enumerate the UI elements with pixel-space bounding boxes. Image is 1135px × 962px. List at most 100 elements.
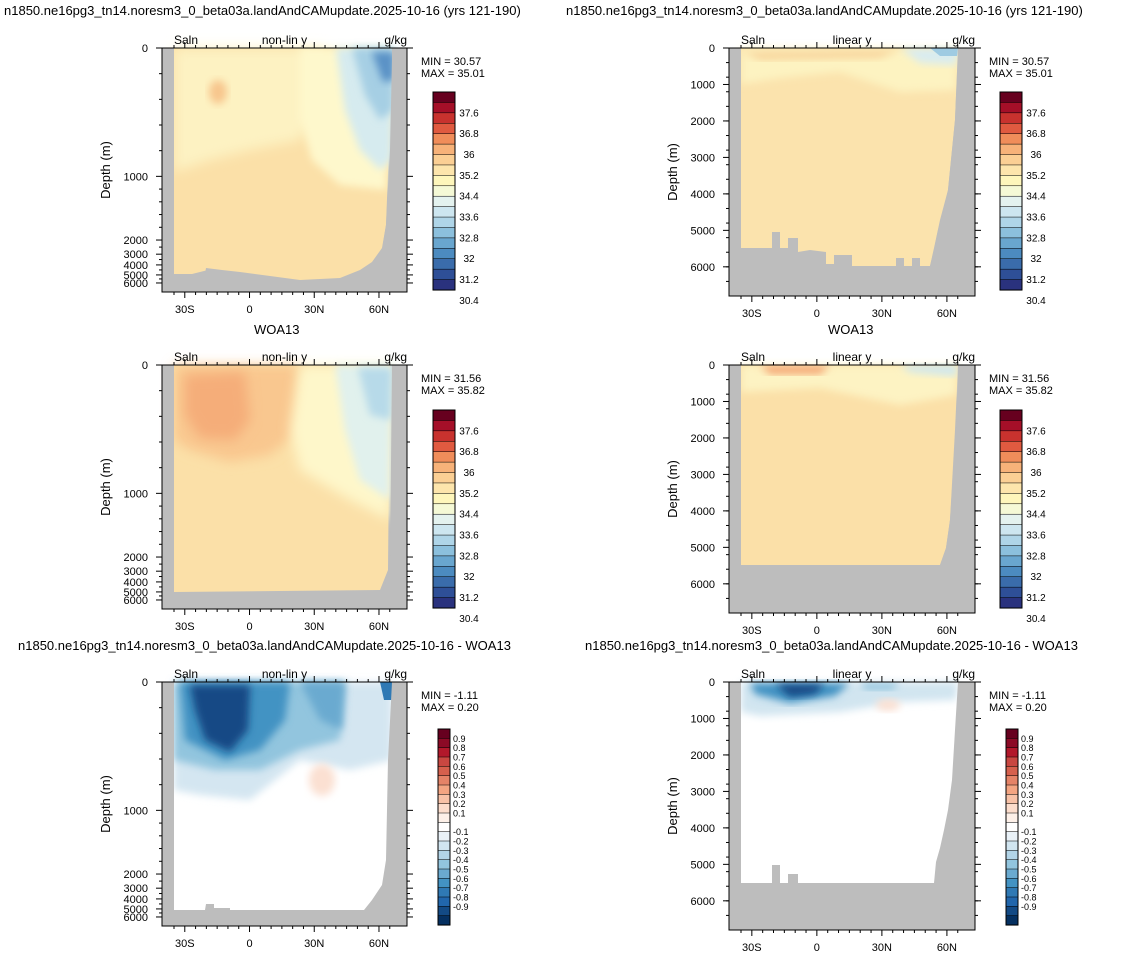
panel3-colorbar-swatch xyxy=(432,524,456,536)
panel1-ytick-label: 3000 xyxy=(124,249,148,261)
panel2-ytick-label: 4000 xyxy=(691,189,715,201)
panel5-xtick-label: 30S xyxy=(175,938,195,950)
panel2-colorbar-label: 32 xyxy=(1030,254,1042,265)
panel4-colorbar-swatch xyxy=(999,503,1023,515)
panel4-ytick-label: 2000 xyxy=(691,433,715,445)
panel1-colorbar-swatch xyxy=(432,133,456,145)
panel3-xtick-label: 30S xyxy=(175,621,195,633)
panel5-colorbar-swatch xyxy=(437,859,451,870)
panel5-colorbar-swatch xyxy=(437,775,451,786)
panel5-ytick-label: 2000 xyxy=(124,869,148,881)
panel5-colorbar-swatch xyxy=(437,784,451,795)
panel5-colorbar-label: 0.6 xyxy=(453,762,466,772)
panel2-ytick-label: 6000 xyxy=(691,262,715,274)
panel3-colorbar-label: 31.2 xyxy=(459,593,479,604)
panel4-xtick-label: 60N xyxy=(937,625,957,637)
panel3-colorbar-label: 32.8 xyxy=(459,551,479,562)
panel2-ytick-label: 2000 xyxy=(691,116,715,128)
panel6-ytick-label: 4000 xyxy=(691,823,715,835)
panel4-colorbar-swatch xyxy=(999,524,1023,536)
panel4-colorbar-swatch xyxy=(999,482,1023,494)
panel6-colorbar-swatch xyxy=(1005,887,1019,898)
panel5-colorbar-swatch xyxy=(437,812,451,823)
panel6-colorbar-swatch xyxy=(1005,868,1019,879)
panel3-colorbar-swatch xyxy=(432,576,456,588)
panel2-colorbar-swatch xyxy=(999,268,1023,281)
panel1-colorbar-label: 32 xyxy=(463,254,475,265)
panel1-colorbar-swatch xyxy=(432,164,456,176)
panel3-colorbar-swatch xyxy=(432,441,456,453)
panel6-colorbar-label: 0.9 xyxy=(1021,734,1034,744)
panel3-ytick-label: 3000 xyxy=(124,566,148,578)
panel2-colorbar-swatch xyxy=(999,175,1023,187)
row1-title-left: n1850.ne16pg3_tn14.noresm3_0_beta03a.lan… xyxy=(4,3,521,18)
panel3-colorbar-swatch xyxy=(432,503,456,515)
panel6-colorbar-swatch xyxy=(1005,831,1019,842)
panel4-colorbar-swatch xyxy=(999,586,1023,599)
row1-title-right: n1850.ne16pg3_tn14.noresm3_0_beta03a.lan… xyxy=(566,3,1083,18)
panel2-ytick-label: 1000 xyxy=(691,79,715,91)
panel4-colorbar-label: 35.2 xyxy=(1026,489,1046,500)
panel2-colorbar-label: 34.4 xyxy=(1026,192,1046,203)
panel6-colorbar-swatch xyxy=(1005,896,1019,907)
panel3-colorbar-swatch xyxy=(432,555,456,567)
panel2-colorbar-swatch xyxy=(999,237,1023,249)
panel3-ylabel: Depth (m) xyxy=(98,458,113,516)
panel2-colorbar-label: 31.2 xyxy=(1026,275,1046,286)
panel6-stat-max: MAX = 0.20 xyxy=(989,702,1047,714)
panel4-ytick-label: 6000 xyxy=(691,579,715,591)
panel6-mode-label: linear y xyxy=(833,667,872,681)
panel1-colorbar-swatch xyxy=(432,91,456,103)
panel6-ytick-label: 5000 xyxy=(691,859,715,871)
panel1-colorbar-label: 35.2 xyxy=(459,171,479,182)
panel4-colorbar-swatch xyxy=(999,409,1023,421)
panel3-colorbar-swatch xyxy=(432,545,456,557)
row3-title-right: n1850.ne16pg3_tn14.noresm3_0_beta03a.lan… xyxy=(585,638,1078,653)
panel6-colorbar-label: -0.9 xyxy=(1021,902,1037,912)
panel2-xtick-label: 30N xyxy=(872,308,892,320)
panel6-colorbar-label: 0.4 xyxy=(1021,781,1034,791)
panel5-colorbar-swatch xyxy=(437,831,451,842)
panel2-colorbar-frame xyxy=(999,91,1023,291)
panel1-colorbar-label: 36.8 xyxy=(459,129,479,140)
panel5-colorbar-swatch xyxy=(437,747,451,758)
panel1-colorbar-label: 36 xyxy=(463,150,475,161)
row3-title-left: n1850.ne16pg3_tn14.noresm3_0_beta03a.lan… xyxy=(18,638,511,653)
panel1-stat-max: MAX = 35.01 xyxy=(421,68,485,80)
panel5-colorbar-label: -0.4 xyxy=(453,855,469,865)
panel1-colorbar-label: 30.4 xyxy=(459,296,479,307)
panel3-colorbar-label: 35.2 xyxy=(459,489,479,500)
panel2-colorbar-label: 36.8 xyxy=(1026,129,1046,140)
panel4-colorbar-swatch xyxy=(999,461,1023,474)
row2-title-left: WOA13 xyxy=(254,322,300,337)
panel6-colorbar-swatch xyxy=(1005,906,1019,917)
panel5-ylabel: Depth (m) xyxy=(98,775,113,833)
panel6-colorbar-swatch xyxy=(1005,756,1019,767)
panel6-field-label: Saln xyxy=(741,667,765,681)
panel1-colorbar-swatch xyxy=(432,154,456,166)
panel3-ytick-label: 4000 xyxy=(124,577,148,589)
panel1-ytick-label: 5000 xyxy=(124,270,148,282)
panel4-colorbar-label: 32.8 xyxy=(1026,551,1046,562)
panel3-colorbar-frame xyxy=(432,409,456,609)
panel2-colorbar-swatch xyxy=(999,164,1023,176)
panel3-colorbar-swatch xyxy=(432,451,456,463)
panel5-colorbar-label: -0.1 xyxy=(453,827,469,837)
panel5-colorbar-label: 0.9 xyxy=(453,734,466,744)
panel6-colorbar-label: -0.3 xyxy=(1021,846,1037,856)
panel4-colorbar-swatch xyxy=(999,555,1023,567)
panel5-colorbar-swatch xyxy=(437,728,451,739)
panel4-colorbar-swatch xyxy=(999,441,1023,453)
panel1-colorbar-swatch xyxy=(432,216,456,229)
panel-diff-nonlinear xyxy=(161,681,408,927)
panel5-ytick-label: 3000 xyxy=(124,883,148,895)
panel6-colorbar-label: 0.6 xyxy=(1021,762,1034,772)
panel3-colorbar-swatch xyxy=(432,472,456,484)
panel6-colorbar-label: 0.8 xyxy=(1021,743,1034,753)
panel5-colorbar-label: 0.5 xyxy=(453,771,466,781)
panel2-colorbar-label: 37.6 xyxy=(1026,108,1046,119)
panel4-ylabel: Depth (m) xyxy=(665,460,680,518)
panel2-colorbar-label: 32.8 xyxy=(1026,233,1046,244)
panel4-ytick-label: 0 xyxy=(709,360,715,372)
panel5-colorbar-swatch xyxy=(437,803,451,814)
